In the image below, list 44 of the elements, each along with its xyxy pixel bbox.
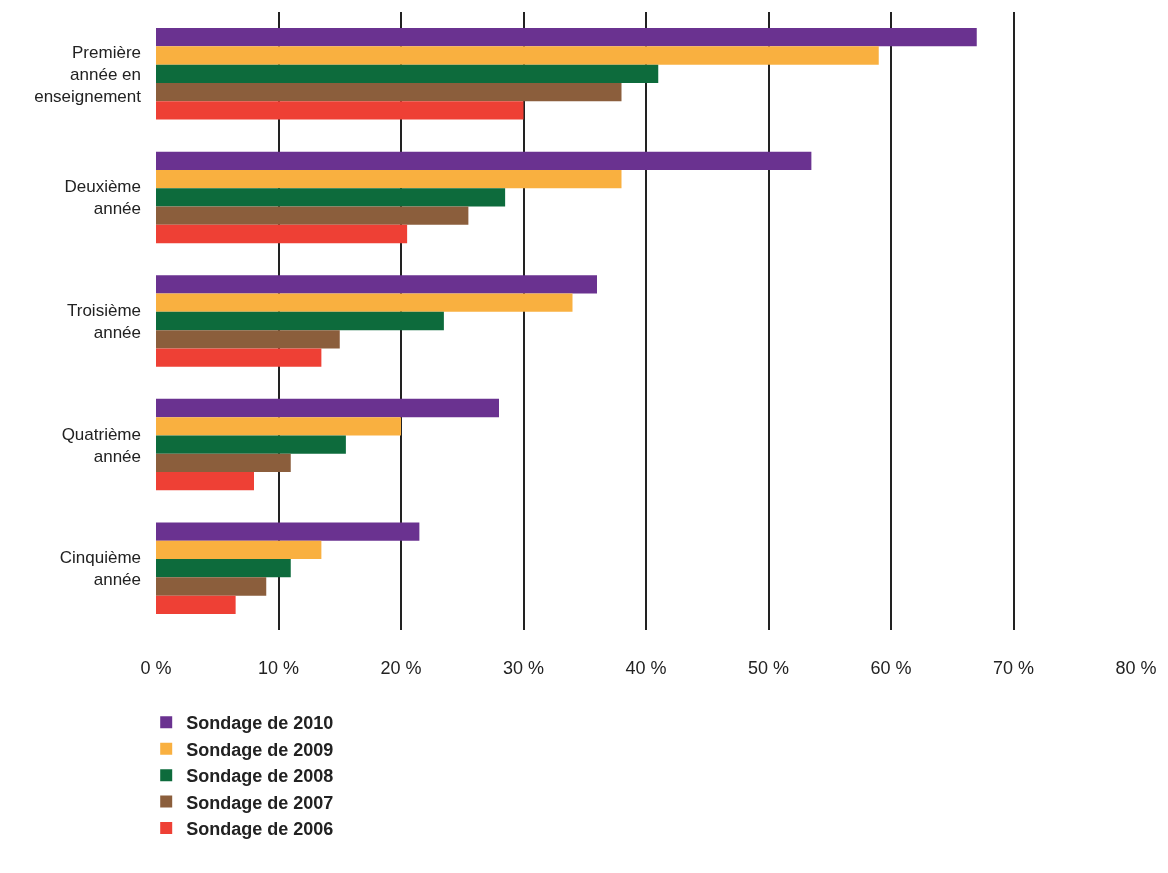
bar xyxy=(156,151,812,170)
bar xyxy=(156,101,524,120)
bar xyxy=(156,311,444,331)
x-tick-label: 40 % xyxy=(625,658,667,678)
x-tick-label: 10 % xyxy=(257,658,300,678)
y-tick-label: Cinquième année xyxy=(59,548,141,590)
bar xyxy=(156,577,267,596)
x-tick-label: 50 % xyxy=(747,658,790,678)
bar xyxy=(156,522,420,541)
x-tick-label: 70 % xyxy=(992,658,1035,678)
bar xyxy=(156,435,346,454)
bar xyxy=(156,472,254,491)
y-tick-label: Première année en enseignement xyxy=(34,42,142,106)
bar xyxy=(156,540,322,560)
x-tick-label: 80 % xyxy=(1115,658,1157,678)
bar xyxy=(156,275,597,294)
bar xyxy=(156,398,499,418)
bar xyxy=(156,64,659,83)
bar xyxy=(156,28,977,47)
bar xyxy=(156,330,340,349)
y-tick-label: Troisième année xyxy=(67,300,141,342)
legend-label: Sondage de 2008 xyxy=(186,766,334,787)
bar xyxy=(156,293,573,312)
x-tick-label: 30 % xyxy=(502,658,545,678)
bar xyxy=(156,169,622,189)
bar xyxy=(156,348,322,367)
x-tick-label: 20 % xyxy=(380,658,422,678)
legend-label: Sondage de 2006 xyxy=(186,818,334,839)
bar xyxy=(156,206,469,225)
x-tick-label: 0 % xyxy=(140,658,172,678)
bar xyxy=(156,417,401,436)
bar xyxy=(156,188,506,207)
bar xyxy=(156,82,622,102)
x-tick-label: 60 % xyxy=(870,658,912,678)
legend-label: Sondage de 2009 xyxy=(186,739,334,760)
bar xyxy=(156,224,408,244)
bar xyxy=(156,559,291,578)
legend-label: Sondage de 2007 xyxy=(186,792,334,813)
y-tick-label: Quatrième année xyxy=(61,424,141,466)
bar xyxy=(156,453,291,473)
bar xyxy=(156,46,879,65)
y-tick-label: Deuxième année xyxy=(64,177,141,219)
legend-label: Sondage de 2010 xyxy=(186,713,334,734)
bar xyxy=(156,595,236,614)
